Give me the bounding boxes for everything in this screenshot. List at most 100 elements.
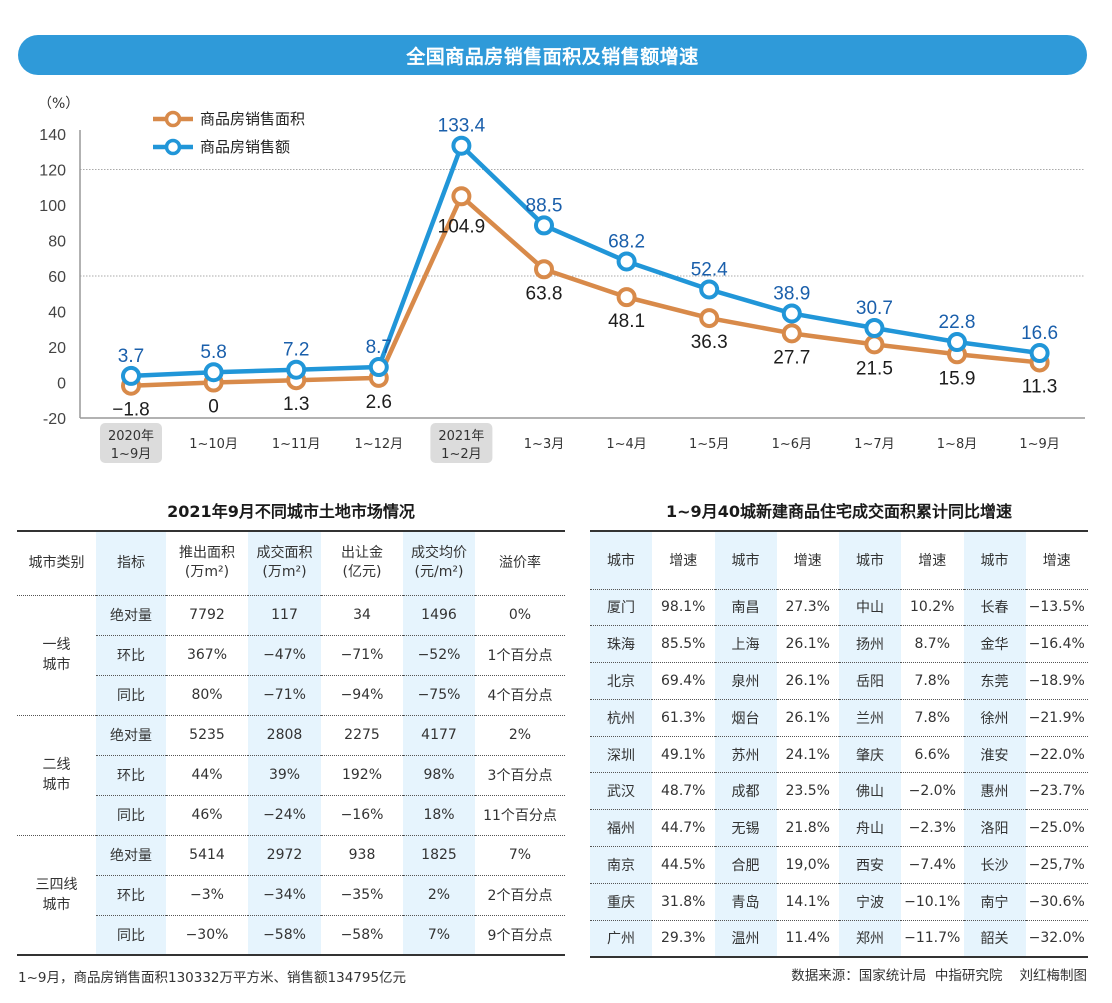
city-name-cell: 西安 — [839, 846, 901, 884]
city-name-cell: 扬州 — [839, 625, 901, 664]
data-label-sales-amount: 30.7 — [856, 298, 893, 319]
header-cell: 增速 — [901, 531, 964, 590]
data-point-sales-area — [864, 334, 885, 355]
data-label-sales-area: 15.9 — [939, 368, 976, 389]
city-name-cell: 无锡 — [714, 809, 777, 848]
growth-rate-cell: 26.1% — [776, 699, 839, 737]
x-category-label: 1~10月 — [189, 437, 238, 452]
y-tick-label: 140 — [39, 127, 66, 144]
data-point-sales-amount — [864, 318, 885, 339]
data-label-sales-amount: 16.6 — [1021, 323, 1058, 344]
legend-label: 商品房销售额 — [200, 138, 290, 156]
data-point-sales-amount — [947, 332, 967, 353]
growth-rate-cell: 23.5% — [776, 772, 839, 811]
value-cell: −34% — [248, 875, 321, 916]
growth-rate-cell: 44.7% — [652, 809, 715, 848]
city-table-header-row: 城市 增速 城市 增速 城市 增速 城市 增速 — [590, 531, 1088, 590]
city-name-cell: 广州 — [590, 920, 652, 957]
city-name-cell: 厦门 — [590, 589, 652, 627]
city-name-cell: 武汉 — [590, 772, 652, 811]
value-cell: 7792 — [166, 595, 248, 636]
table-row: 同比 46% −24% −16% 18% 11个百分点 — [17, 795, 565, 836]
growth-rate-cell: −2.0% — [901, 772, 964, 811]
table-row: 福州 44.7% 无锡 21.8% 舟山 −2.3% 洛阳 −25.0% — [590, 809, 1088, 848]
value-cell: 2808 — [248, 715, 321, 756]
growth-rate-cell: −25,7% — [1025, 846, 1088, 884]
value-cell: 18% — [403, 795, 475, 836]
value-cell: 7% — [403, 915, 475, 955]
data-point-sales-amount — [203, 362, 224, 383]
growth-rate-cell: −2.3% — [901, 809, 964, 848]
data-label-sales-amount: 5.8 — [200, 342, 226, 363]
value-cell: 4177 — [403, 715, 475, 756]
city-name-cell: 徐州 — [963, 699, 1026, 737]
value-cell: 2个百分点 — [475, 875, 565, 916]
x-category-label: 2021年 — [438, 429, 484, 444]
table-row: 深圳 49.1% 苏州 24.1% 肇庆 6.6% 淮安 −22.0% — [590, 736, 1088, 774]
data-point-sales-amount — [368, 357, 389, 378]
value-cell: 80% — [166, 675, 248, 716]
data-label-sales-area: 0 — [208, 397, 219, 418]
table-row: 环比 367% −47% −71% −52% 1个百分点 — [17, 635, 565, 676]
data-label-sales-area: 2.6 — [366, 392, 392, 413]
data-label-sales-area: 104.9 — [438, 216, 486, 237]
value-cell: 44% — [166, 755, 248, 796]
growth-rate-cell: −13.5% — [1025, 589, 1088, 627]
data-point-sales-amount — [286, 359, 307, 380]
indicator-cell: 绝对量 — [96, 835, 166, 876]
growth-rate-cell: −25.0% — [1025, 809, 1088, 848]
data-point-sales-amount — [616, 251, 637, 272]
data-label-sales-amount: 133.4 — [438, 116, 486, 137]
value-cell: 5235 — [166, 715, 248, 756]
city-name-cell: 福州 — [590, 809, 652, 848]
data-point-sales-amount — [534, 215, 554, 236]
growth-rate-cell: 69.4% — [652, 662, 715, 700]
series-line-sales-area — [130, 194, 1040, 388]
chart-title-banner: 全国商品房销售面积及销售额增速 — [18, 35, 1087, 75]
data-label-sales-amount: 68.2 — [608, 231, 645, 252]
value-cell: 46% — [166, 795, 248, 836]
value-cell: 0% — [475, 595, 565, 636]
indicator-cell: 同比 — [96, 915, 166, 955]
city-name-cell: 舟山 — [839, 809, 901, 848]
x-category-label: 1~3月 — [524, 437, 564, 452]
y-tick-label: 60 — [48, 269, 66, 286]
table-row: 环比 44% 39% 192% 98% 3个百分点 — [17, 755, 565, 796]
growth-rate-cell: 61.3% — [652, 699, 715, 737]
category-highlight-badge — [430, 423, 493, 463]
table-row: 杭州 61.3% 烟台 26.1% 兰州 7.8% 徐州 −21.9% — [590, 699, 1088, 737]
city-name-cell: 南京 — [590, 846, 652, 884]
data-point-sales-amount — [781, 303, 802, 324]
city-name-cell: 韶关 — [963, 920, 1026, 957]
growth-rate-cell: 85.5% — [652, 625, 715, 664]
table-row: 厦门 98.1% 南昌 27.3% 中山 10.2% 长春 −13.5% — [590, 589, 1088, 627]
table-row: 广州 29.3% 温州 11.4% 郑州 −11.7% 韶关 −32.0% — [590, 920, 1088, 957]
data-label-sales-amount: 3.7 — [118, 346, 144, 367]
y-tick-label: -20 — [43, 411, 66, 428]
y-tick-label: 100 — [39, 198, 66, 215]
growth-rate-cell: −18.9% — [1025, 662, 1088, 700]
header-cell: 城市 — [714, 531, 777, 590]
land-table-title: 2021年9月不同城市土地市场情况 — [167, 502, 415, 521]
city-name-cell: 重庆 — [590, 883, 652, 921]
city-name-cell: 东莞 — [963, 662, 1026, 700]
growth-rate-cell: 48.7% — [652, 772, 715, 811]
city-name-cell: 佛山 — [839, 772, 901, 811]
table-row: 武汉 48.7% 成都 23.5% 佛山 −2.0% 惠州 −23.7% — [590, 772, 1088, 811]
data-point-sales-amount — [1029, 343, 1050, 364]
table-row: 二线 城市 绝对量 5235 2808 2275 4177 2% — [17, 715, 565, 836]
x-category-label: 1~2月 — [441, 447, 481, 462]
table-row: 环比 −3% −34% −35% 2% 2个百分点 — [17, 875, 565, 916]
data-point-sales-amount — [121, 365, 141, 386]
value-cell: −71% — [321, 635, 403, 676]
city-name-cell: 南宁 — [963, 883, 1026, 921]
city-name-cell: 合肥 — [714, 846, 777, 884]
header-cell: 增速 — [1025, 531, 1088, 590]
table-row: 南京 44.5% 合肥 19,0% 西安 −7.4% 长沙 −25,7% — [590, 846, 1088, 884]
y-tick-label: 0 — [57, 376, 66, 393]
city-name-cell: 金华 — [963, 625, 1026, 664]
data-point-sales-area — [699, 308, 720, 329]
growth-rate-cell: 24.1% — [776, 736, 839, 774]
city-name-cell: 烟台 — [714, 699, 777, 737]
x-category-label: 1~9月 — [1019, 437, 1059, 452]
